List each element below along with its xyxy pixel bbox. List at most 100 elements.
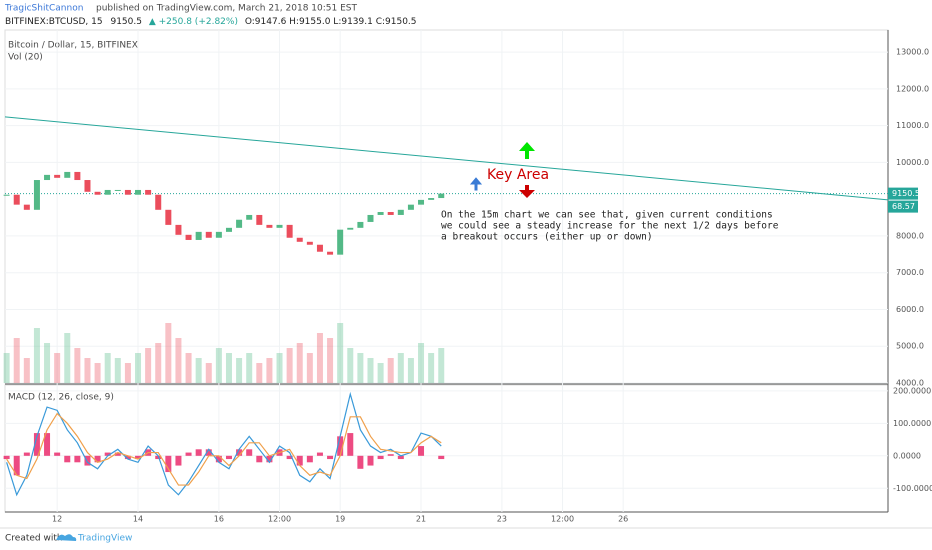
macd-histogram-bar <box>438 455 445 460</box>
volume-bar <box>367 358 374 383</box>
candle <box>33 180 40 210</box>
key-area: Key Area <box>487 167 549 183</box>
note-line: a breakout occurs (either up or down) <box>441 232 653 243</box>
candle <box>165 209 172 225</box>
x-tick-label: 12 <box>52 515 62 524</box>
candle <box>23 204 30 210</box>
macd-histogram-bar <box>64 455 71 463</box>
candle <box>135 189 142 195</box>
macd-histogram-bar <box>175 455 182 466</box>
macd-histogram-bar <box>13 455 20 476</box>
countdown-box <box>888 200 918 213</box>
volume-bar <box>114 358 121 383</box>
candle <box>225 227 232 232</box>
volume-bar <box>54 353 61 383</box>
volume-bar <box>256 363 263 383</box>
volume-bar <box>236 358 243 383</box>
candle <box>155 194 162 210</box>
y-tick-label: 5000.0 <box>896 342 924 351</box>
candle <box>215 231 222 238</box>
volume-bar <box>104 353 111 383</box>
macd-histogram-bar <box>337 436 344 456</box>
macd-histogram-bar <box>306 455 313 463</box>
macd-histogram-bar <box>316 452 323 456</box>
candle <box>124 189 131 195</box>
volume-bar <box>74 348 81 383</box>
y-tick-label: 13000.0 <box>896 48 929 57</box>
note-line: On the 15m chart we can see that, given … <box>441 210 773 221</box>
macd-histogram-bar <box>367 455 374 466</box>
volume-bar <box>185 353 192 383</box>
volume-bar <box>94 363 101 383</box>
macd-histogram-bar <box>114 452 121 456</box>
last-price-label: 9150.5 <box>892 189 920 198</box>
y-tick-label: 7000.0 <box>896 268 924 277</box>
change: ▲ +250.8 (+2.82%) <box>149 17 238 27</box>
volume-bar <box>155 343 162 383</box>
volume-bar <box>347 348 354 383</box>
volume-bar <box>64 333 71 383</box>
candle <box>145 189 152 195</box>
macd-histogram-bar <box>135 455 142 460</box>
volume-bar <box>357 353 364 383</box>
candle <box>74 171 81 181</box>
countdown-label: 68.57 <box>892 202 915 211</box>
volume-bar <box>84 358 91 383</box>
macd-histogram-bar <box>74 455 81 463</box>
candle <box>367 214 374 222</box>
y-tick-label: 4000.0 <box>896 379 924 388</box>
macd-tick-label: -100.0000 <box>893 484 932 493</box>
volume-bar <box>337 323 344 383</box>
x-tick-label: 19 <box>335 515 345 524</box>
red-arrow <box>519 185 535 198</box>
grid <box>5 30 888 512</box>
candle <box>114 189 121 191</box>
candle <box>276 224 283 228</box>
volume-bar <box>33 328 40 383</box>
macd-histogram-bar <box>266 455 273 463</box>
x-tick-label: 12:00 <box>551 515 574 524</box>
footer-brand[interactable]: TradingView <box>77 534 132 544</box>
x-tick-label: 12:00 <box>268 515 291 524</box>
volume-bar <box>438 348 445 383</box>
x-tick-label: 16 <box>214 515 224 524</box>
volume-bar <box>266 358 273 383</box>
macd-histogram-bar <box>236 449 243 456</box>
macd-histogram-bar <box>256 455 263 463</box>
volume-bar <box>225 353 232 383</box>
y-tick-label: 12000.0 <box>896 84 929 93</box>
candle <box>357 221 364 228</box>
volume-bar <box>327 338 334 383</box>
volume-bar <box>145 348 152 383</box>
candle <box>13 194 20 205</box>
volume-bar <box>23 358 30 383</box>
last: 9150.5 <box>110 17 142 27</box>
candle <box>195 231 202 240</box>
x-tick-label: 21 <box>416 515 426 524</box>
macd-histogram-bar <box>185 452 192 456</box>
author[interactable]: TragicShitCannon <box>4 4 83 14</box>
volume-bar <box>387 358 394 383</box>
marks: 4000.0 5000.0 6000.0 7000.0 8000.0 10000.0 110… <box>3 48 932 524</box>
candle <box>438 193 445 199</box>
macd-histogram-bar <box>357 455 364 469</box>
candle <box>84 180 91 192</box>
volume-bar <box>13 338 20 383</box>
macd-tick-label: 100.0000 <box>893 419 931 428</box>
macd-histogram-bar <box>215 455 222 463</box>
publish-info: published on TradingView.com, March 21, … <box>96 4 357 14</box>
candle <box>205 231 212 238</box>
symbol: BITFINEX:BTCUSD, 15 <box>5 17 103 27</box>
candle <box>94 191 101 195</box>
trendline <box>4 116 889 201</box>
volume-bar <box>195 358 202 383</box>
candle <box>337 229 344 255</box>
macd-histogram-bar <box>165 455 172 473</box>
volume-bar <box>246 353 253 383</box>
macd-tick-label: 0.0000 <box>893 451 921 460</box>
tv-logo <box>56 534 77 541</box>
y-tick-label: 8000.0 <box>896 231 924 240</box>
candle <box>104 189 111 195</box>
macd-histogram-bar <box>205 449 212 456</box>
macd-line <box>6 391 442 497</box>
